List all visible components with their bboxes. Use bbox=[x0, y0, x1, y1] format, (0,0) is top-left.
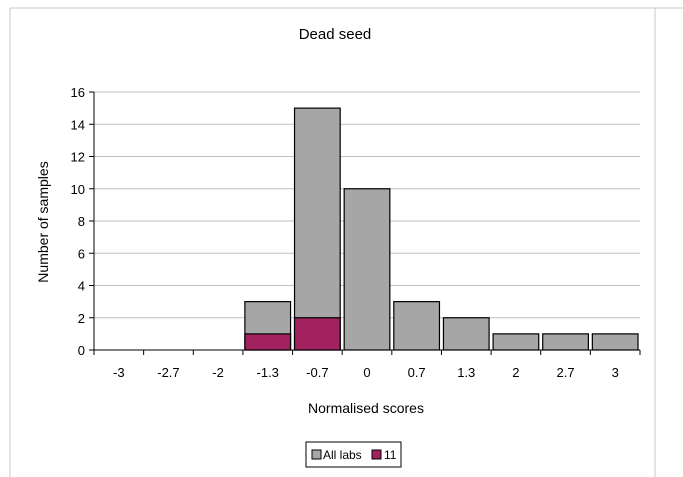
x-tick-label: -3 bbox=[113, 365, 125, 380]
x-tick-label: 0.7 bbox=[408, 365, 426, 380]
legend-swatch-all-labs bbox=[311, 449, 322, 460]
x-tick-label: 2.7 bbox=[557, 365, 575, 380]
x-tick-label: -0.7 bbox=[306, 365, 328, 380]
bar-11--1.3 bbox=[244, 333, 292, 351]
y-tick-label: 12 bbox=[71, 150, 85, 165]
x-tick-label: 1.3 bbox=[457, 365, 475, 380]
x-tick-label: 3 bbox=[612, 365, 619, 380]
y-tick-label: 6 bbox=[78, 246, 85, 261]
bar-all-labs-3 bbox=[591, 333, 639, 351]
y-tick-label: 10 bbox=[71, 182, 85, 197]
x-tick-label: 2 bbox=[512, 365, 519, 380]
x-tick-labels: -3 -2.7 -2 -1.3 -0.7 0 0.7 1.3 2 2.7 3 bbox=[113, 365, 619, 380]
x-tick-label: 0 bbox=[363, 365, 370, 380]
x-tick-label: -2 bbox=[212, 365, 224, 380]
y-axis-label: Number of samples bbox=[35, 161, 51, 282]
legend-box bbox=[305, 441, 402, 468]
bar-all-labs--0.7 bbox=[293, 107, 341, 351]
legend-label-all-labs: All labs bbox=[323, 448, 362, 462]
x-tick-label: -1.3 bbox=[257, 365, 279, 380]
y-tick-label: 0 bbox=[78, 343, 85, 358]
bar-all-labs-2 bbox=[492, 333, 540, 351]
y-tick-label: 14 bbox=[71, 117, 85, 132]
bar-all-labs-0 bbox=[343, 188, 391, 351]
bar-all-labs-2.7 bbox=[542, 333, 589, 351]
y-tick-label: 16 bbox=[71, 85, 85, 100]
axes bbox=[89, 91, 641, 355]
bars bbox=[244, 107, 639, 351]
y-tick-label: 4 bbox=[78, 279, 85, 294]
legend: All labs 11 bbox=[305, 441, 402, 468]
x-axis-label: Normalised scores bbox=[308, 400, 424, 416]
x-tick-label: -2.7 bbox=[157, 365, 179, 380]
y-tick-labels: 0 2 4 6 8 10 12 14 16 bbox=[71, 85, 85, 358]
bar-all-labs-0.7 bbox=[393, 301, 441, 351]
bar-all-labs-1.3 bbox=[442, 317, 490, 351]
y-tick-label: 8 bbox=[78, 214, 85, 229]
legend-label-11: 11 bbox=[384, 448, 397, 462]
bar-11--0.7 bbox=[293, 317, 341, 351]
y-tick-label: 2 bbox=[78, 311, 85, 326]
chart-title: Dead seed bbox=[299, 26, 372, 43]
legend-swatch-11 bbox=[371, 449, 382, 460]
